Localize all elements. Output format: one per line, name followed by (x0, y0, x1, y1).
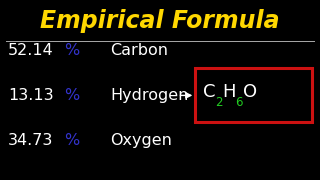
Text: 2: 2 (215, 96, 222, 109)
Text: %: % (64, 133, 79, 148)
Text: %: % (64, 43, 79, 58)
Text: 13.13: 13.13 (8, 88, 54, 103)
Text: 6: 6 (235, 96, 243, 109)
Text: C: C (203, 83, 216, 101)
Text: Empirical Formula: Empirical Formula (40, 9, 280, 33)
Text: Carbon: Carbon (110, 43, 168, 58)
Text: %: % (64, 88, 79, 103)
Text: 52.14: 52.14 (8, 43, 54, 58)
FancyBboxPatch shape (195, 68, 312, 122)
Text: Oxygen: Oxygen (110, 133, 172, 148)
Text: 34.73: 34.73 (8, 133, 53, 148)
Text: Hydrogen: Hydrogen (110, 88, 189, 103)
Text: O: O (243, 83, 257, 101)
Text: H: H (222, 83, 236, 101)
